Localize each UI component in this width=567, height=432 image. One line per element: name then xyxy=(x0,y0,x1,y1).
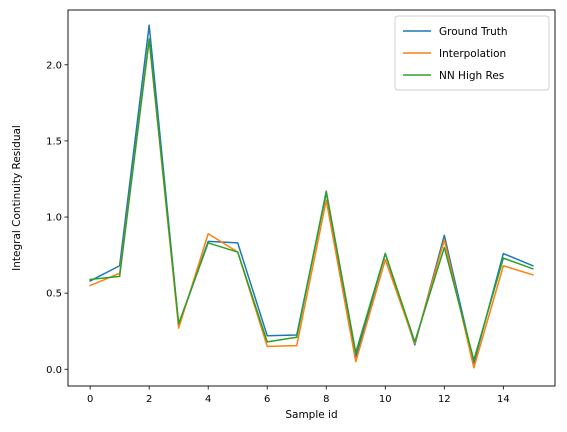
x-tick-label: 12 xyxy=(438,394,451,405)
x-tick-label: 2 xyxy=(146,394,152,405)
legend-label: Interpolation xyxy=(439,48,506,60)
plot-area-frame xyxy=(67,9,556,387)
x-axis-ticks: 0 2 4 6 8 10 12 14 xyxy=(87,386,510,405)
x-tick-label: 8 xyxy=(323,394,329,405)
x-axis-title: Sample id xyxy=(285,409,337,421)
series-layer xyxy=(89,24,534,369)
y-tick-label: 1.5 xyxy=(46,136,62,147)
y-tick-label: 0.5 xyxy=(46,289,62,300)
y-axis-title: Integral Continuity Residual xyxy=(11,125,23,271)
series-line-3 xyxy=(89,38,534,361)
x-tick-label: 0 xyxy=(87,394,93,405)
legend-label: NN High Res xyxy=(439,70,504,82)
y-axis-ticks: 0.0 0.5 1.0 1.5 2.0 xyxy=(46,60,68,376)
y-tick-label: 0.0 xyxy=(46,365,62,376)
legend-label: Ground Truth xyxy=(439,26,508,38)
y-tick-label: 1.0 xyxy=(46,213,62,224)
legend-box xyxy=(394,15,550,91)
y-tick-label: 2.0 xyxy=(46,60,62,71)
x-tick-label: 6 xyxy=(264,394,270,405)
x-tick-label: 14 xyxy=(497,394,510,405)
legend: Ground Truth Interpolation NN High Res xyxy=(394,15,550,91)
x-tick-label: 10 xyxy=(379,394,392,405)
x-tick-label: 4 xyxy=(205,394,211,405)
